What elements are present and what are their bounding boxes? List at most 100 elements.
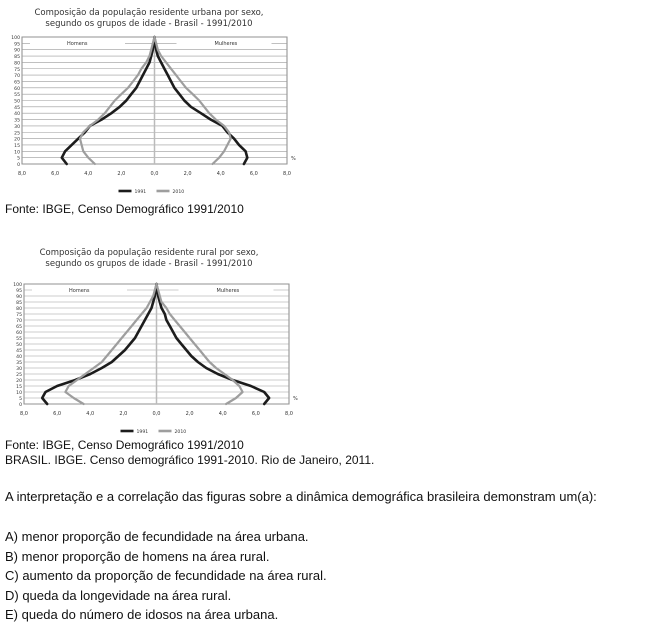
unit-label: % <box>291 156 296 162</box>
series-line-men-2010 <box>78 35 156 166</box>
series-line-women-2010 <box>153 35 232 166</box>
x-tick-label: 2,0 <box>117 171 125 177</box>
chart-title-line1: Composição da população residente urbana… <box>34 8 264 18</box>
chart-title-line2: segundo os grupos de idade - Brasil - 19… <box>45 259 253 269</box>
right-header-bg <box>176 39 272 46</box>
age-tick-label: 10 <box>16 390 22 396</box>
age-tick-label: 40 <box>14 111 20 117</box>
series-line-men-1991 <box>40 282 158 406</box>
urban-chart: Composição da população residente urbana… <box>0 0 300 200</box>
age-tick-label: 100 <box>13 282 22 288</box>
rural-source: Fonte: IBGE, Censo Demográfico 1991/2010… <box>5 438 374 468</box>
age-tick-label: 35 <box>14 118 20 124</box>
option-c[interactable]: C) aumento da proporção de fecundidade n… <box>5 568 327 583</box>
left-header-bg <box>32 286 127 293</box>
x-tick-label: 2,0 <box>119 411 127 417</box>
rural-pyramid-svg: Homens Mulheres10095908580757065605550454… <box>13 282 298 435</box>
urban-source: Fonte: IBGE, Censo Demográfico 1991/2010 <box>5 202 244 216</box>
age-tick-label: 55 <box>14 92 20 98</box>
age-tick-label: 25 <box>14 130 20 136</box>
age-tick-label: 75 <box>16 312 22 318</box>
age-tick-label: 0 <box>19 402 22 408</box>
series-line-women-2010 <box>155 282 244 406</box>
age-tick-label: 35 <box>16 360 22 366</box>
x-tick-label: 2,0 <box>186 411 194 417</box>
age-tick-label: 75 <box>14 67 20 73</box>
option-a[interactable]: A) menor proporção de fecundidade na áre… <box>5 529 309 544</box>
age-tick-label: 10 <box>14 149 20 155</box>
age-tick-label: 30 <box>16 366 22 372</box>
age-tick-label: 95 <box>14 41 20 47</box>
series-line-women-1991 <box>153 35 249 166</box>
age-tick-label: 20 <box>14 137 20 143</box>
series-line-women-1991 <box>155 282 271 406</box>
age-tick-label: 20 <box>16 378 22 384</box>
age-tick-label: 70 <box>14 73 20 79</box>
question-text: A interpretação e a correlação das figur… <box>5 489 597 504</box>
x-tick-label: 4,0 <box>217 171 225 177</box>
urban-pyramid-svg: Homens Mulheres10095908580757065605550454… <box>11 35 296 195</box>
age-tick-label: 80 <box>16 306 22 312</box>
series-line-men-2010 <box>64 282 158 406</box>
x-tick-label: 6,0 <box>250 171 258 177</box>
age-tick-label: 95 <box>16 288 22 294</box>
x-tick-label: 4,0 <box>219 411 227 417</box>
series-line-men-1991 <box>60 35 156 166</box>
men-label: Homens <box>67 41 88 47</box>
age-tick-label: 0 <box>17 162 20 168</box>
age-tick-label: 70 <box>16 318 22 324</box>
left-header-bg <box>30 39 125 46</box>
women-label: Mulheres <box>217 288 240 294</box>
women-label: Mulheres <box>215 41 238 47</box>
chart-title-line1: Composição da população residente rural … <box>39 248 259 258</box>
x-tick-label: 4,0 <box>84 171 92 177</box>
x-tick-label: 8,0 <box>20 411 28 417</box>
x-tick-label: 6,0 <box>252 411 260 417</box>
age-tick-label: 45 <box>14 105 20 111</box>
age-tick-label: 90 <box>14 48 20 54</box>
age-tick-label: 85 <box>14 54 20 60</box>
option-e[interactable]: E) queda do número de idosos na área urb… <box>5 607 279 622</box>
x-tick-label: 8,0 <box>283 171 291 177</box>
unit-label: % <box>293 396 298 402</box>
x-tick-label: 6,0 <box>51 171 59 177</box>
legend-label-1991: 1991 <box>135 189 147 195</box>
x-tick-label: 6,0 <box>53 411 61 417</box>
x-tick-label: 8,0 <box>285 411 293 417</box>
age-tick-label: 55 <box>16 336 22 342</box>
legend-label-1991: 1991 <box>137 429 149 435</box>
age-tick-label: 50 <box>14 99 20 105</box>
x-tick-label: 4,0 <box>86 411 94 417</box>
option-b[interactable]: B) menor proporção de homens na área rur… <box>5 548 270 564</box>
right-header-bg <box>178 286 274 293</box>
x-tick-label: 2,0 <box>184 171 192 177</box>
age-tick-label: 100 <box>11 35 20 41</box>
age-tick-label: 25 <box>16 372 22 378</box>
age-tick-label: 85 <box>16 300 22 306</box>
age-tick-label: 80 <box>14 60 20 66</box>
legend-label-2010: 2010 <box>175 429 187 435</box>
age-tick-label: 65 <box>14 79 20 85</box>
option-d[interactable]: D) queda da longevidade na área rural. <box>5 587 232 603</box>
age-tick-label: 90 <box>16 294 22 300</box>
chart-title: Composição da população residente rural … <box>4 248 294 270</box>
legend-label-2010: 2010 <box>173 189 185 195</box>
rural-chart: Composição da população residente rural … <box>0 240 300 440</box>
age-tick-label: 30 <box>14 124 20 130</box>
chart-title-line2: segundo os grupos de idade - Brasil - 19… <box>45 19 253 29</box>
age-tick-label: 45 <box>16 348 22 354</box>
age-tick-label: 60 <box>16 330 22 336</box>
age-tick-label: 15 <box>14 143 20 149</box>
age-tick-label: 60 <box>14 86 20 92</box>
x-tick-label: 0,0 <box>151 171 159 177</box>
age-tick-label: 5 <box>17 156 20 162</box>
rural-source-line1: Fonte: IBGE, Censo Demográfico 1991/2010 <box>5 438 244 452</box>
age-tick-label: 40 <box>16 354 22 360</box>
age-tick-label: 15 <box>16 384 22 390</box>
age-tick-label: 65 <box>16 324 22 330</box>
chart-title: Composição da população residente urbana… <box>4 8 294 30</box>
x-tick-label: 0,0 <box>153 411 161 417</box>
x-tick-label: 8,0 <box>18 171 26 177</box>
rural-source-line2: BRASIL. IBGE. Censo demográfico 1991-201… <box>5 453 375 467</box>
answer-options: A) menor proporção de fecundidade na áre… <box>5 527 327 625</box>
